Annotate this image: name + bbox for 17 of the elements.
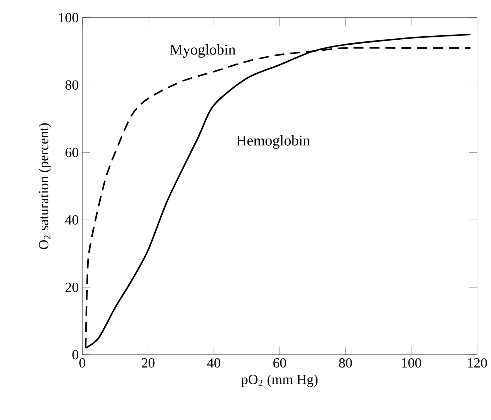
y-tick-label: 40 [65, 216, 79, 226]
text: Hemoglobin [236, 136, 310, 150]
x-tick-label: 20 [142, 358, 155, 368]
y-tick-label: 60 [66, 148, 79, 158]
x-tick-label: 40 [207, 358, 221, 368]
x-tick-label: 120 [468, 358, 488, 368]
x-tick-label: 100 [402, 358, 422, 368]
x-axis-title: pO$_{2}$ (mm Hg) [242, 374, 318, 388]
y-tick-label: 0 [72, 350, 79, 360]
y-tick-label: 80 [66, 80, 79, 90]
y-axis-title: O$_{2}$ saturation (percent) [38, 124, 52, 250]
x-tick-label: 0 [80, 358, 86, 368]
x-tick-label: 60 [274, 358, 286, 368]
series-label: Myoglobin [170, 44, 236, 58]
x-tick-label: 80 [339, 358, 352, 368]
y-tick-label: 20 [66, 283, 79, 292]
y-tick-label: 100 [59, 13, 79, 23]
